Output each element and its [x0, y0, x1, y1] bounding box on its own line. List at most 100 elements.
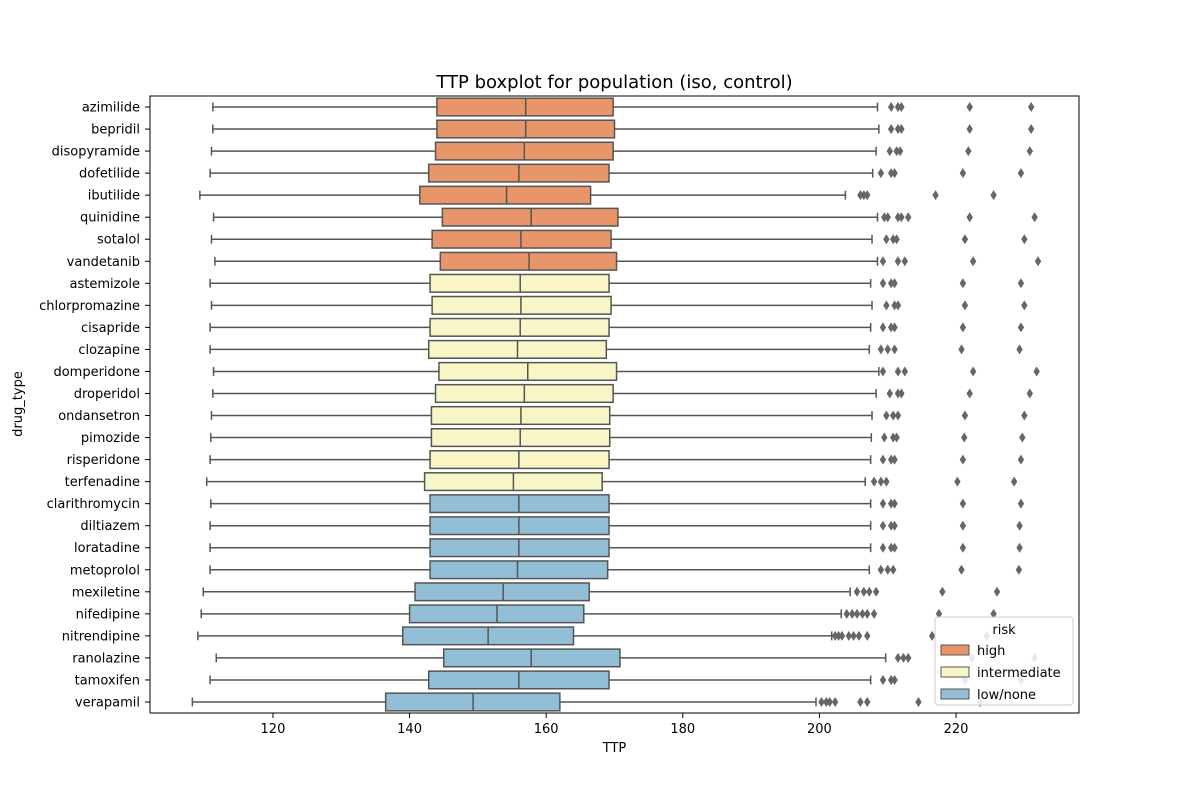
outlier-point [1016, 520, 1023, 531]
outlier-point [887, 542, 895, 553]
outlier-point [1021, 410, 1028, 421]
outlier-point [1019, 432, 1026, 443]
y-tick-label: cisapride [81, 321, 140, 336]
y-tick-label: sotalol [97, 233, 140, 248]
outlier-point [959, 520, 967, 531]
outlier-point [864, 696, 871, 707]
y-tick-label: dofetilide [79, 167, 140, 182]
legend-label: intermediate [977, 666, 1061, 681]
outlier-point [1031, 212, 1038, 223]
outlier-point [894, 212, 902, 223]
outlier-point [893, 432, 900, 443]
box-bepridil [212, 119, 1035, 139]
outlier-point [870, 476, 878, 487]
iqr-box [429, 560, 609, 580]
outlier-point [890, 410, 897, 421]
outlier-point [886, 146, 893, 157]
outlier-point [891, 300, 898, 311]
box-ondansetron [210, 405, 1028, 426]
outlier-point [879, 520, 887, 531]
outlier-point [891, 278, 898, 289]
box-azimilide [212, 97, 1035, 117]
outlier-point [879, 498, 887, 509]
outlier-point [961, 432, 968, 443]
outlier-point [1026, 146, 1034, 157]
outlier-point [905, 212, 912, 223]
outlier-point [887, 124, 895, 135]
outlier-point [887, 168, 895, 179]
outlier-point [893, 234, 900, 245]
x-tick-label: 140 [397, 722, 422, 737]
outlier-point [966, 212, 973, 223]
outlier-point [1017, 278, 1025, 289]
outlier-point [890, 564, 897, 575]
outlier-point [1016, 542, 1023, 553]
x-tick-label: 120 [261, 722, 286, 737]
y-tick-label: nitrendipine [62, 629, 140, 644]
outlier-point [961, 300, 969, 311]
outlier-point [894, 102, 902, 113]
outlier-point [859, 608, 866, 619]
iqr-box [441, 207, 619, 227]
y-tick-label: clarithromycin [47, 497, 140, 512]
x-tick-label: 160 [534, 722, 559, 737]
outlier-point [887, 498, 895, 509]
outlier-point [966, 102, 973, 113]
outlier-point [1021, 300, 1028, 311]
outlier-point [1027, 124, 1035, 135]
outlier-point [860, 190, 868, 201]
legend-swatch [940, 644, 970, 656]
outlier-point [896, 146, 904, 157]
outlier-point [877, 168, 885, 179]
box-tamoxifen [209, 670, 1025, 690]
outlier-point [879, 322, 887, 333]
outlier-point [818, 696, 825, 707]
y-tick-label: risperidone [67, 453, 140, 468]
outlier-point [898, 388, 905, 399]
outlier-point [881, 432, 888, 443]
outlier-point [1017, 454, 1025, 465]
outlier-point [879, 256, 887, 267]
outlier-point [891, 322, 898, 333]
y-tick-label: ondansetron [58, 409, 140, 424]
y-tick-label: nifedipine [76, 607, 140, 622]
legend: risk high intermediate low/none [934, 616, 1074, 706]
outlier-point [965, 146, 972, 157]
outlier-point [1017, 168, 1025, 179]
outlier-point [864, 608, 871, 619]
outlier-point [891, 454, 898, 465]
y-axis-label: drug_type [11, 371, 26, 437]
outlier-point [883, 234, 890, 245]
y-tick-label: disopyramide [52, 145, 140, 160]
outlier-point [935, 608, 943, 619]
outlier-point [838, 630, 846, 641]
legend-swatch [940, 688, 970, 700]
outlier-point [850, 630, 857, 641]
box-nitrendipine [197, 626, 990, 646]
outlier-point [831, 630, 839, 641]
plot-area [191, 97, 1042, 712]
outlier-point [883, 410, 890, 421]
box-cisapride [209, 317, 1025, 337]
outlier-point [894, 366, 902, 377]
outlier-point [860, 586, 868, 597]
box-diltiazem [209, 516, 1023, 536]
outlier-point [891, 520, 898, 531]
outlier-point [870, 608, 878, 619]
y-tick-label: chlorpromazine [39, 299, 140, 314]
outlier-point [958, 564, 965, 575]
box-loratadine [209, 538, 1023, 558]
outlier-point [887, 102, 895, 113]
outlier-point [961, 234, 969, 245]
outlier-point [887, 454, 895, 465]
y-tick-label: terfenadine [65, 475, 140, 490]
x-tick-label: 180 [670, 722, 695, 737]
y-tick-label: mexiletine [72, 585, 140, 600]
outlier-point [959, 542, 967, 553]
outlier-point [883, 300, 890, 311]
outlier-point [864, 630, 871, 641]
outlier-point [853, 608, 861, 619]
outlier-point [855, 630, 863, 641]
outlier-point [884, 564, 891, 575]
